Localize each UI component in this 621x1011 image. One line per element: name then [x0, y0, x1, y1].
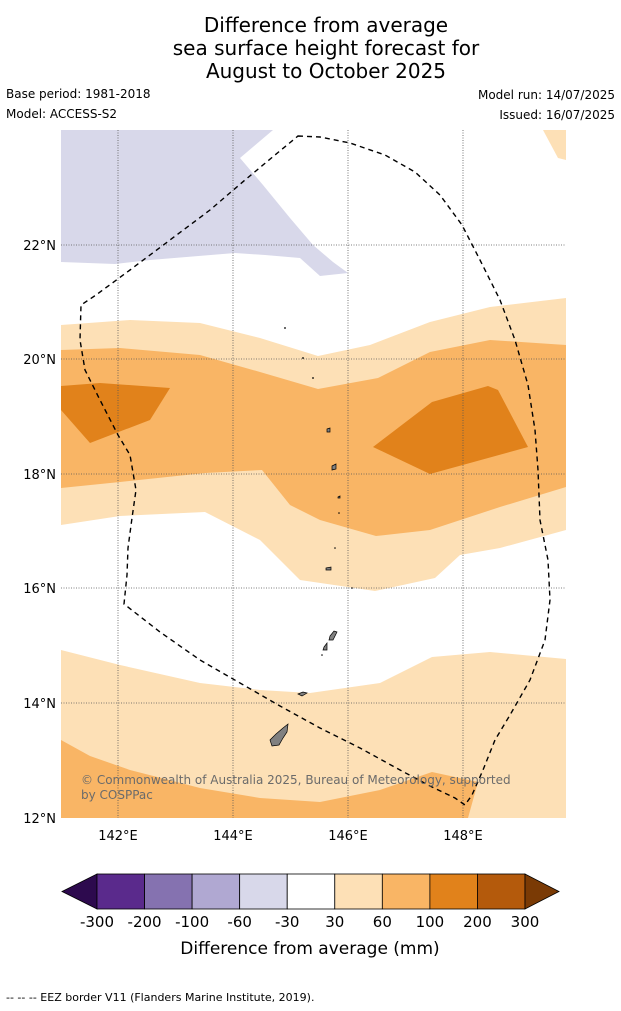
lat-tick-22n: 22°N	[23, 239, 56, 254]
lon-tick-148e: 148°E	[443, 829, 483, 844]
contour-plus100-east	[373, 386, 528, 474]
colorbar-tick-label: 60	[373, 913, 392, 931]
map-plot-area: © Commonwealth of Australia 2025, Bureau…	[61, 130, 566, 818]
lat-tick-20n: 20°N	[23, 353, 56, 368]
contour-plus100-west	[61, 383, 170, 443]
eez-border	[79, 135, 551, 806]
island-dots	[284, 327, 353, 656]
model-run-label: Model run: 14/07/2025	[477, 88, 615, 102]
lon-tick-144e: 144°E	[213, 829, 253, 844]
colorbar-segment	[429, 873, 478, 910]
title-line-1: Difference from average	[203, 13, 449, 37]
colorbar-tick-label: -60	[227, 913, 252, 931]
colorbar-segment	[334, 873, 383, 910]
colorbar-segment	[191, 873, 241, 910]
agrihan-island	[326, 427, 331, 433]
colorbar-tick-label: -200	[128, 913, 162, 931]
colorbar-label: Difference from average (mm)	[180, 939, 439, 959]
tinian-island	[322, 641, 328, 651]
contour-plus60-south	[61, 740, 478, 818]
colorbar-tick-label: 30	[325, 913, 344, 931]
colorbar-segment	[381, 873, 431, 910]
lon-tick-146e: 146°E	[328, 829, 368, 844]
colorbar: -300 -200 -100 -60 -30 30 60 100 200 300	[61, 873, 560, 931]
colorbar-tick-label: 100	[416, 913, 445, 931]
alamagan-island	[337, 495, 341, 499]
lat-tick-14n: 14°N	[23, 697, 56, 712]
title-line-3: August to October 2025	[205, 59, 447, 83]
colorbar-tick-label: -300	[80, 913, 114, 931]
eez-footnote: -- -- -- EEZ border V11 (Flanders Marine…	[6, 991, 315, 1004]
lat-tick-labels: 22°N 20°N 18°N 16°N 14°N 12°N	[23, 239, 56, 827]
rota-island	[297, 691, 308, 697]
lon-tick-142e: 142°E	[98, 829, 138, 844]
model-label: Model: ACCESS-S2	[6, 107, 118, 121]
colorbar-tick-label: -30	[275, 913, 300, 931]
contour-plus60-band	[61, 340, 566, 536]
lat-tick-12n: 12°N	[23, 812, 56, 827]
saipan-island	[328, 630, 338, 641]
colorbar-tick-label: 300	[511, 913, 540, 931]
colorbar-segment	[144, 873, 193, 910]
colorbar-segment	[96, 873, 145, 910]
islands	[269, 427, 341, 747]
pagan-island	[331, 463, 337, 471]
anatahan-island	[325, 566, 332, 571]
lat-tick-18n: 18°N	[23, 468, 56, 483]
colorbar-segment	[286, 873, 336, 910]
colorbar-extend-low	[61, 873, 98, 910]
colorbar-segment	[477, 873, 526, 910]
page-title: Difference from average sea surface heig…	[0, 14, 621, 83]
colorbar-segment	[239, 873, 288, 910]
colorbar-extend-high	[524, 873, 560, 910]
lon-tick-labels: 142°E 144°E 146°E 148°E	[98, 829, 483, 844]
copyright-line-1: © Commonwealth of Australia 2025, Bureau…	[81, 773, 511, 787]
title-line-2: sea surface height forecast for	[172, 36, 480, 60]
lat-tick-16n: 16°N	[23, 582, 56, 597]
base-period-label: Base period: 1981-2018	[6, 87, 151, 101]
guam-island	[269, 723, 289, 747]
gridlines	[61, 130, 566, 818]
colorbar-tick-label: -100	[175, 913, 209, 931]
contour-plus30-top-right	[543, 130, 566, 160]
colorbar-tick-label: 200	[463, 913, 492, 931]
issued-label: Issued: 16/07/2025	[499, 108, 615, 122]
contour-minus30-region	[61, 130, 348, 276]
copyright-line-2: by COSPPac	[81, 788, 153, 802]
